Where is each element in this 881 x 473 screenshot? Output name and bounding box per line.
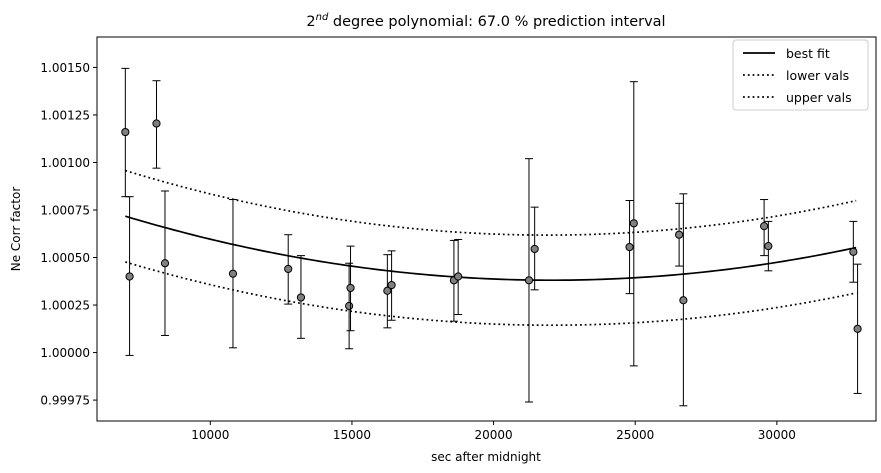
data-marker xyxy=(625,242,634,252)
data-marker xyxy=(152,119,161,128)
data-point xyxy=(160,190,170,336)
fit-line-lower xyxy=(125,261,857,327)
x-axis-ticks: 10000 15000 20000 25000 30000 xyxy=(191,421,796,442)
legend-label-lower-vals: lower vals xyxy=(786,68,849,83)
data-point xyxy=(625,199,634,295)
data-point xyxy=(853,263,862,394)
fit-line-best xyxy=(125,215,857,282)
y-axis-label: Ne Corr factor xyxy=(9,187,23,272)
data-marker xyxy=(228,269,238,278)
data-marker xyxy=(387,280,396,290)
legend-label-upper-vals: upper vals xyxy=(786,90,852,105)
data-point xyxy=(383,254,392,329)
chart-title-sup: nd xyxy=(316,12,329,23)
chart-title: 2nd degree polynomial: 67.0 % prediction… xyxy=(306,12,665,30)
data-point xyxy=(125,196,134,356)
legend-box xyxy=(732,39,869,111)
data-point xyxy=(387,250,396,321)
data-marker xyxy=(760,222,769,231)
data-points xyxy=(121,67,862,407)
x-tick-label: 20000 xyxy=(474,428,512,442)
data-marker xyxy=(284,264,293,274)
data-point xyxy=(849,220,858,283)
legend: best fit lower vals upper vals xyxy=(732,39,869,111)
fit-line-upper xyxy=(125,169,857,236)
data-marker xyxy=(121,127,130,137)
y-tick-label: 0.99975 xyxy=(40,394,90,408)
x-axis-label: sec after midnight xyxy=(431,450,541,464)
data-point xyxy=(284,234,293,305)
y-tick-label: 1.00025 xyxy=(40,299,90,313)
fit-lines xyxy=(125,169,857,327)
chart-title-rest: degree polynomial: 67.0 % prediction int… xyxy=(328,14,665,30)
data-marker xyxy=(346,283,355,293)
data-marker xyxy=(383,286,392,295)
data-marker xyxy=(296,293,306,302)
chart-title-lead: 2 xyxy=(306,14,315,30)
x-tick-label: 25000 xyxy=(616,428,654,442)
y-tick-label: 1.00050 xyxy=(40,251,90,265)
data-point xyxy=(760,199,769,257)
data-point xyxy=(454,238,463,316)
data-point xyxy=(296,255,306,339)
data-marker xyxy=(524,276,534,285)
data-point xyxy=(679,193,688,407)
y-tick-label: 1.00075 xyxy=(40,203,90,217)
x-tick-label: 30000 xyxy=(758,428,796,442)
y-axis-ticks: 0.99975 1.00000 1.00025 1.00050 1.00075 1.001… xyxy=(40,61,97,408)
data-point xyxy=(346,245,355,332)
data-marker xyxy=(530,244,539,254)
data-marker xyxy=(853,324,862,333)
y-tick-label: 1.00000 xyxy=(40,346,90,360)
data-marker xyxy=(125,272,134,281)
data-point xyxy=(152,80,161,169)
data-point xyxy=(121,67,130,198)
data-point xyxy=(629,81,638,367)
data-point xyxy=(764,220,773,272)
y-tick-label: 1.00100 xyxy=(40,156,90,170)
data-marker xyxy=(764,242,773,251)
data-marker xyxy=(849,247,858,256)
data-marker xyxy=(454,272,463,281)
data-marker xyxy=(160,259,170,268)
data-marker xyxy=(675,230,684,239)
data-marker xyxy=(629,219,638,228)
x-tick-label: 10000 xyxy=(191,428,229,442)
data-marker xyxy=(679,296,688,305)
data-point xyxy=(524,158,534,403)
legend-label-best-fit: best fit xyxy=(786,46,830,61)
x-tick-label: 15000 xyxy=(333,428,371,442)
y-tick-label: 1.00125 xyxy=(40,108,90,122)
data-marker xyxy=(345,301,354,311)
data-point xyxy=(675,202,684,267)
data-point xyxy=(228,199,238,349)
data-point xyxy=(530,206,539,291)
y-tick-label: 1.00150 xyxy=(40,61,90,75)
